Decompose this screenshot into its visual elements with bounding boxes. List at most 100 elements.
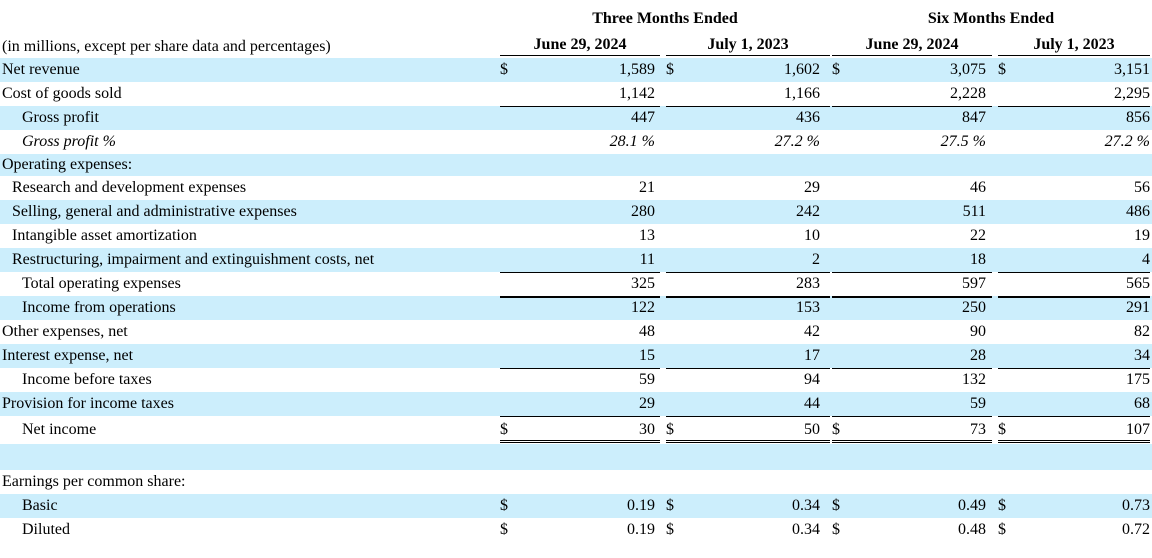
table-row-income-from-operations: Income from operations 122 153 250 291 (0, 296, 1152, 320)
total-rule (666, 106, 830, 129)
table-row-income-before-taxes: Income before taxes 59 94 132 175 (0, 368, 1152, 392)
cell-value: 0.73 (1122, 497, 1150, 514)
table-row-provision-for-income-taxes: Provision for income taxes 29 44 59 68 (0, 392, 1152, 416)
group-header-three-months: Three Months Ended (592, 10, 738, 27)
row-label: Gross profit (22, 109, 99, 126)
total-rule (832, 106, 992, 129)
cell-value: 27.2 % (774, 133, 820, 150)
cell-value: 18 (970, 251, 986, 268)
total-rule (998, 272, 1150, 295)
cell-value: 250 (962, 299, 986, 316)
total-rule (832, 416, 992, 443)
total-rule (998, 368, 1150, 391)
total-rule (832, 272, 992, 295)
total-rule (500, 106, 660, 129)
table-row-selling-general-and-administrative-expenses: Selling, general and administrative expe… (0, 200, 1152, 224)
cell-value: 15 (639, 347, 655, 364)
cell-value: 0.19 (627, 497, 655, 514)
row-label: Total operating expenses (22, 275, 181, 292)
cell-value: 59 (970, 395, 986, 412)
total-rule (666, 272, 830, 295)
row-label: Net revenue (2, 61, 80, 78)
cell-value: 4 (1142, 251, 1150, 268)
currency-symbol: $ (998, 421, 1006, 438)
table-row-diluted: Diluted $0.19 $0.34 $0.48 $0.72 (0, 518, 1152, 542)
cell-value: 0.48 (958, 521, 986, 538)
cell-value: 1,142 (619, 85, 655, 102)
total-rule (500, 416, 660, 443)
column-header-q2-2024: June 29, 2024 (500, 35, 660, 56)
cell-value: 27.5 % (940, 133, 986, 150)
table-row-net-income: Net income $30 $50 $73 $107 (0, 416, 1152, 444)
row-label: Cost of goods sold (2, 85, 122, 102)
cell-value: 291 (1126, 299, 1150, 316)
currency-symbol: $ (998, 497, 1006, 514)
table-row-basic: Basic $0.19 $0.34 $0.49 $0.73 (0, 494, 1152, 518)
row-label: Selling, general and administrative expe… (12, 203, 297, 220)
total-rule (998, 416, 1150, 443)
cell-value: 17 (804, 347, 820, 364)
cell-value: 486 (1126, 203, 1150, 220)
cell-value: 28 (970, 347, 986, 364)
currency-symbol: $ (500, 421, 508, 438)
cell-value: 1,589 (619, 61, 655, 78)
cell-value: 90 (970, 323, 986, 340)
table-row-cost-of-goods-sold: Cost of goods sold 1,142 1,166 2,228 2,295 (0, 82, 1152, 106)
row-label: Provision for income taxes (2, 395, 174, 412)
cell-value: 280 (631, 203, 655, 220)
cell-value: 122 (631, 299, 655, 316)
currency-symbol: $ (832, 521, 840, 538)
cell-value: 2,228 (950, 85, 986, 102)
cell-value: 56 (1134, 179, 1150, 196)
cell-value: 132 (962, 371, 986, 388)
currency-symbol: $ (500, 521, 508, 538)
table-row-interest-expense-net: Interest expense, net 15 17 28 34 (0, 344, 1152, 368)
units-note: (in millions, except per share data and … (2, 38, 331, 55)
cell-value: 0.34 (792, 497, 820, 514)
cell-value: 2 (812, 251, 820, 268)
currency-symbol: $ (998, 521, 1006, 538)
total-rule (500, 296, 660, 319)
cell-value: 44 (804, 395, 820, 412)
currency-symbol: $ (500, 497, 508, 514)
currency-symbol: $ (666, 61, 674, 78)
row-label: Intangible asset amortization (12, 227, 197, 244)
cell-value: 0.49 (958, 497, 986, 514)
row-label: Earnings per common share: (2, 473, 186, 490)
row-label: Income from operations (22, 299, 176, 316)
cell-value: 22 (970, 227, 986, 244)
total-rule (666, 416, 830, 443)
column-header-q2-2023: July 1, 2023 (666, 35, 830, 56)
currency-symbol: $ (666, 421, 674, 438)
cell-value: 511 (962, 203, 986, 220)
row-label: Diluted (22, 521, 70, 538)
cell-value: 175 (1126, 371, 1150, 388)
group-header-six-months: Six Months Ended (927, 10, 1055, 27)
row-label: Restructuring, impairment and extinguish… (12, 251, 375, 268)
cell-value: 0.72 (1122, 521, 1150, 538)
cell-value: 19 (1134, 227, 1150, 244)
cell-value: 0.19 (627, 521, 655, 538)
cell-value: 28.1 % (609, 133, 655, 150)
cell-value: 11 (639, 251, 655, 268)
cell-value: 34 (1134, 347, 1150, 364)
cell-value: 94 (804, 371, 820, 388)
cell-value: 82 (1134, 323, 1150, 340)
cell-value: 21 (639, 179, 655, 196)
total-rule (832, 368, 992, 391)
cell-value: 10 (804, 227, 820, 244)
row-label: Net income (22, 421, 97, 438)
cell-value: 29 (639, 395, 655, 412)
table-row-research-and-development-expenses: Research and development expenses 21 29 46 5… (0, 176, 1152, 200)
cell-value: 68 (1134, 395, 1150, 412)
currency-symbol: $ (666, 497, 674, 514)
column-header-h1-2024: June 29, 2024 (832, 35, 992, 56)
table-row-gross-profit: Gross profit % 28.1 % 27.2 % 27.5 % 27.2 % (0, 130, 1152, 154)
cell-value: 48 (639, 323, 655, 340)
table-row-spacer (0, 444, 1152, 470)
cell-value: 0.34 (792, 521, 820, 538)
currency-symbol: $ (998, 61, 1006, 78)
cell-value: 50 (804, 421, 820, 438)
currency-symbol: $ (832, 497, 840, 514)
cell-value: 27.2 % (1104, 133, 1150, 150)
